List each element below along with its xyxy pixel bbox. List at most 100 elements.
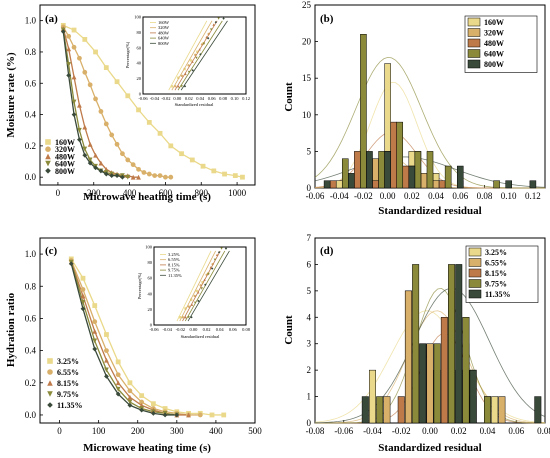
inset-legend-label: 8.15% — [168, 262, 180, 267]
legend-label: 8.15% — [57, 379, 79, 388]
data-point — [71, 74, 77, 80]
inset-data-point — [207, 272, 210, 276]
inset-data-point — [210, 267, 214, 270]
histogram-bar — [390, 121, 397, 189]
data-point — [71, 44, 77, 50]
inset-x-tick-label: -0.06 — [149, 327, 159, 332]
inset-fit-line — [187, 250, 230, 322]
data-point — [141, 170, 147, 175]
data-point — [211, 168, 217, 174]
data-point — [93, 49, 98, 55]
data-point — [77, 127, 82, 133]
inset-data-point — [200, 287, 203, 290]
inset-data-point — [190, 316, 193, 319]
data-point — [197, 412, 203, 418]
data-point — [82, 146, 88, 152]
y-tick-label: 2 — [307, 365, 312, 375]
data-point — [114, 173, 120, 179]
histogram-bar — [432, 180, 440, 189]
data-point — [114, 79, 120, 85]
data-point — [157, 173, 163, 179]
panel-d-normal-curves — [314, 287, 546, 424]
panel-c-y-axis-label: Hydration ratio — [5, 292, 17, 367]
histogram-bar — [529, 180, 537, 189]
data-point — [71, 112, 77, 117]
data-point — [136, 174, 141, 180]
panel-c-x-ticks: 0 100 200 300 400 500 — [57, 420, 262, 436]
y-tick-label: 0.4 — [25, 110, 37, 120]
data-point — [109, 132, 115, 138]
panel-d-y-ticks: 0 1 2 3 4 5 6 7 — [307, 233, 318, 428]
x-tick-label: 100 — [92, 426, 106, 436]
y-tick-label: 7 — [307, 233, 312, 243]
panel-a-y-ticks: 0.0 0.2 0.4 0.6 0.8 1.0 — [25, 16, 43, 182]
fit-curve-5 — [70, 263, 177, 416]
inset-data-point — [189, 298, 193, 301]
data-point — [104, 367, 109, 373]
legend-marker — [45, 160, 51, 167]
data-point — [127, 388, 133, 394]
inset-legend-label: 9.75% — [168, 268, 180, 273]
inset-fit-line — [182, 250, 221, 322]
normal-curve-5 — [314, 287, 546, 424]
panel-b-residual-histogram: (b) -0.06 -0.04 -0.02 0.00 0.02 0.04 0.06 0.08 0… — [283, 0, 546, 217]
data-point — [92, 338, 98, 344]
y-tick-label: 0.6 — [25, 313, 37, 323]
panel-c-frame — [39, 237, 256, 424]
legend-swatch — [468, 258, 482, 267]
data-point — [92, 346, 98, 352]
histogram-bar — [361, 396, 369, 424]
x-tick-label: 200 — [131, 426, 145, 436]
legend-label: 3.25% — [485, 248, 507, 257]
panel-c-inset: -0.06 -0.04 -0.02 0.00 0.02 0.04 0.06 0.08 0 20 40… — [137, 245, 251, 340]
panel-a-inset-plot: -0.06 -0.04 -0.02 0.00 0.02 0.04 0.06 0.08 0.10 0… — [134, 15, 250, 102]
data-point — [103, 171, 109, 177]
inset-legend-label: 6.55% — [168, 257, 180, 262]
inset-data-point — [203, 278, 206, 281]
y-tick-label: 25 — [302, 0, 312, 10]
histogram-bar — [456, 165, 464, 189]
data-point — [179, 151, 184, 157]
inset-y-tick-label: 20 — [148, 307, 153, 312]
data-point — [209, 412, 215, 418]
legend-marker — [45, 139, 51, 145]
panel-a-data-points — [60, 22, 245, 180]
legend-marker — [45, 168, 51, 174]
inset-fit-line — [176, 250, 212, 322]
legend-label: 6.55% — [57, 368, 79, 377]
inset-x-tick-label: 0.06 — [229, 327, 238, 332]
data-point — [115, 380, 121, 386]
inset-data-point — [189, 59, 193, 62]
histogram-bar — [426, 343, 434, 424]
inset-data-point — [183, 67, 186, 71]
inset-data-point — [217, 251, 221, 254]
inset-data-point — [178, 316, 182, 319]
y-tick-label: 0.6 — [25, 78, 37, 88]
legend-marker — [47, 402, 53, 408]
inset-data-point — [213, 258, 217, 261]
inset-y-tick-label: 60 — [137, 45, 142, 50]
inset-data-point — [190, 303, 194, 306]
panel-c-legend: 3.25% 6.55% 8.15% 9.75% 11.35% — [47, 357, 83, 410]
inset-legend-label: 800W — [158, 41, 170, 46]
data-point — [186, 412, 191, 418]
data-point — [139, 393, 145, 399]
x-tick-label: 0.06 — [508, 426, 524, 436]
data-point — [71, 99, 77, 105]
x-tick-label: 600 — [159, 188, 173, 198]
panel-c-inset-x-label: Standardized residual — [181, 334, 221, 339]
data-point — [93, 165, 98, 171]
inset-data-point — [187, 305, 190, 308]
histogram-bar — [384, 151, 391, 189]
y-tick-label: 0.4 — [25, 346, 37, 356]
panel-b-x-axis-label: Standardized residual — [378, 205, 481, 217]
inset-y-tick-label: 80 — [137, 30, 142, 35]
inset-data-point — [197, 291, 200, 294]
histogram-bar — [329, 180, 337, 189]
panel-a-inset: -0.06 -0.04 -0.02 0.00 0.02 0.04 0.06 0.08 0.10 0… — [125, 15, 250, 108]
x-tick-label: 0.00 — [380, 191, 396, 201]
data-point — [127, 380, 133, 386]
legend-label: 11.35% — [57, 401, 83, 410]
inset-data-point — [184, 316, 187, 319]
